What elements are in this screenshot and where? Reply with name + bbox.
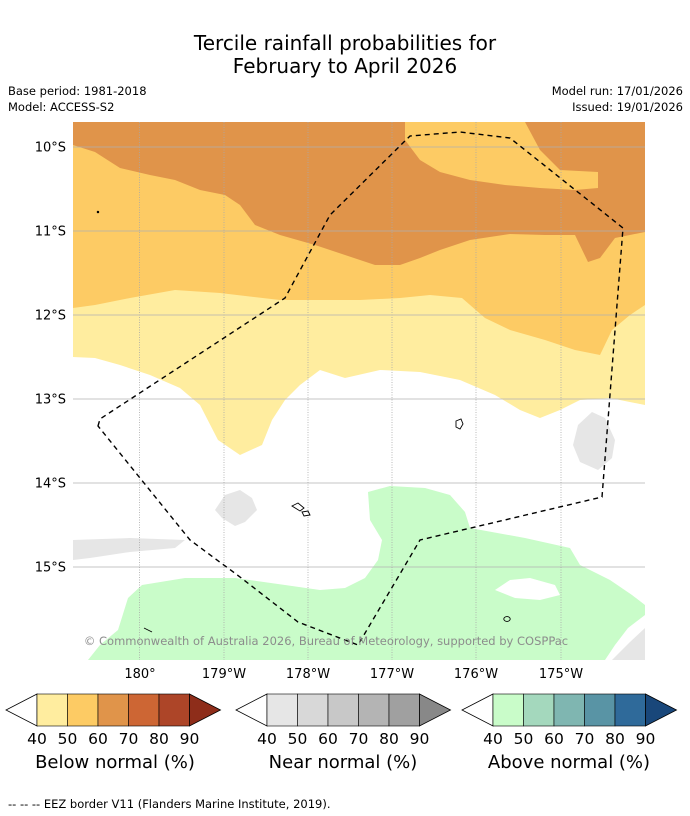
near-normal-tick-90: 90 bbox=[410, 730, 430, 748]
below-normal-tick-90: 90 bbox=[180, 730, 200, 748]
below-normal-50-60-pocket bbox=[405, 122, 598, 190]
near-normal-colorbar: 40 50 60 70 80 90 bbox=[235, 693, 452, 748]
above-normal-lower-extend bbox=[461, 693, 494, 727]
island-dot bbox=[96, 210, 100, 214]
lat-label-11s: 11°S bbox=[35, 225, 66, 240]
above-normal-cell-50 bbox=[523, 693, 555, 727]
model-name: Model: ACCESS-S2 bbox=[8, 100, 115, 114]
below-normal-cell-40 bbox=[36, 693, 68, 727]
above-normal-tick-60: 60 bbox=[544, 730, 564, 748]
below-normal-cell-70 bbox=[128, 693, 160, 727]
lat-label-10s: 10°S bbox=[35, 141, 66, 156]
above-normal-tick-50: 50 bbox=[514, 730, 534, 748]
lon-label-179w: 179°W bbox=[202, 667, 246, 682]
above-normal-cell-40 bbox=[492, 693, 524, 727]
above-normal-colorbar: 40 50 60 70 80 90 bbox=[461, 693, 678, 748]
copyright-notice: © Commonwealth of Australia 2026, Bureau… bbox=[84, 634, 568, 648]
island-outline-3 bbox=[301, 510, 311, 517]
near-normal-cell-70 bbox=[358, 693, 390, 727]
above-normal-cell-60 bbox=[553, 693, 585, 727]
below-normal-lower-extend bbox=[5, 693, 38, 727]
latitude-gridlines bbox=[73, 146, 645, 568]
near-normal-patch-4 bbox=[612, 628, 645, 660]
lat-label-13s: 13°S bbox=[35, 393, 66, 408]
lon-label-175w: 175°W bbox=[539, 667, 583, 682]
near-normal-cell-80 bbox=[388, 693, 420, 727]
below-normal-cell-80 bbox=[158, 693, 190, 727]
map-plot-area: © Commonwealth of Australia 2026, Bureau… bbox=[73, 122, 645, 660]
near-normal-tick-50: 50 bbox=[288, 730, 308, 748]
eez-border bbox=[97, 131, 624, 646]
lon-label-177w: 177°W bbox=[370, 667, 414, 682]
colorbars: 40 50 60 70 80 90 40 50 60 70 80 90 40 50 60 70 80 90 bbox=[5, 693, 678, 748]
white-gap-in-green bbox=[495, 578, 560, 600]
near-normal-tick-40: 40 bbox=[257, 730, 277, 748]
near-normal-cell-60 bbox=[327, 693, 359, 727]
near-normal-label: Near normal (%) bbox=[268, 752, 418, 773]
near-normal-tick-80: 80 bbox=[379, 730, 399, 748]
above-normal-tick-90: 90 bbox=[636, 730, 656, 748]
below-normal-tick-80: 80 bbox=[149, 730, 169, 748]
model-run: Model run: 17/01/2026 bbox=[551, 84, 683, 98]
map-title-line-1: Tercile rainfall probabilities for bbox=[193, 31, 497, 55]
near-normal-tick-70: 70 bbox=[349, 730, 369, 748]
island-outline-1 bbox=[455, 418, 464, 430]
below-normal-tick-60: 60 bbox=[88, 730, 108, 748]
lon-label-176w: 176°W bbox=[454, 667, 498, 682]
latitude-labels: 10°S 11°S 12°S 13°S 14°S 15°S bbox=[35, 141, 66, 576]
island-outline-5 bbox=[143, 627, 153, 633]
island-outline-4 bbox=[503, 616, 511, 622]
below-normal-cell-60 bbox=[97, 693, 129, 727]
below-normal-colorbar: 40 50 60 70 80 90 bbox=[5, 693, 222, 748]
map-title-line-2: February to April 2026 bbox=[232, 54, 458, 78]
lat-label-14s: 14°S bbox=[35, 477, 66, 492]
islands bbox=[96, 210, 511, 633]
near-normal-lower-extend bbox=[235, 693, 268, 727]
near-normal-tick-60: 60 bbox=[318, 730, 338, 748]
below-normal-cell-50 bbox=[67, 693, 99, 727]
above-normal-tick-70: 70 bbox=[575, 730, 595, 748]
longitude-labels: 180° 179°W 178°W 177°W 176°W 175°W bbox=[124, 667, 583, 682]
base-period: Base period: 1981-2018 bbox=[8, 84, 147, 98]
near-normal-patch-1 bbox=[73, 538, 185, 560]
near-normal-cell-40 bbox=[266, 693, 298, 727]
near-normal-patch-2 bbox=[215, 490, 257, 526]
below-normal-label: Below normal (%) bbox=[35, 752, 195, 773]
lat-label-15s: 15°S bbox=[35, 561, 66, 576]
above-normal-cell-80 bbox=[614, 693, 646, 727]
above-normal-label: Above normal (%) bbox=[487, 752, 651, 773]
island-outline-2 bbox=[291, 502, 305, 512]
above-normal-upper-extend bbox=[645, 693, 678, 727]
lon-label-180: 180° bbox=[124, 667, 155, 682]
above-normal-tick-40: 40 bbox=[483, 730, 503, 748]
eez-footnote: -- -- -- EEZ border V11 (Flanders Marine… bbox=[8, 797, 331, 811]
below-normal-tick-50: 50 bbox=[58, 730, 78, 748]
near-normal-cell-50 bbox=[297, 693, 329, 727]
above-normal-tick-80: 80 bbox=[605, 730, 625, 748]
near-normal-patch-3 bbox=[573, 412, 615, 470]
above-normal-cell-70 bbox=[584, 693, 616, 727]
below-normal-tick-70: 70 bbox=[119, 730, 139, 748]
longitude-gridlines bbox=[139, 122, 562, 660]
below-normal-tick-40: 40 bbox=[27, 730, 47, 748]
issued-date: Issued: 19/01/2026 bbox=[572, 100, 683, 114]
below-normal-upper-extend bbox=[189, 693, 222, 727]
near-normal-upper-extend bbox=[419, 693, 452, 727]
lon-label-178w: 178°W bbox=[286, 667, 330, 682]
lat-label-12s: 12°S bbox=[35, 309, 66, 324]
